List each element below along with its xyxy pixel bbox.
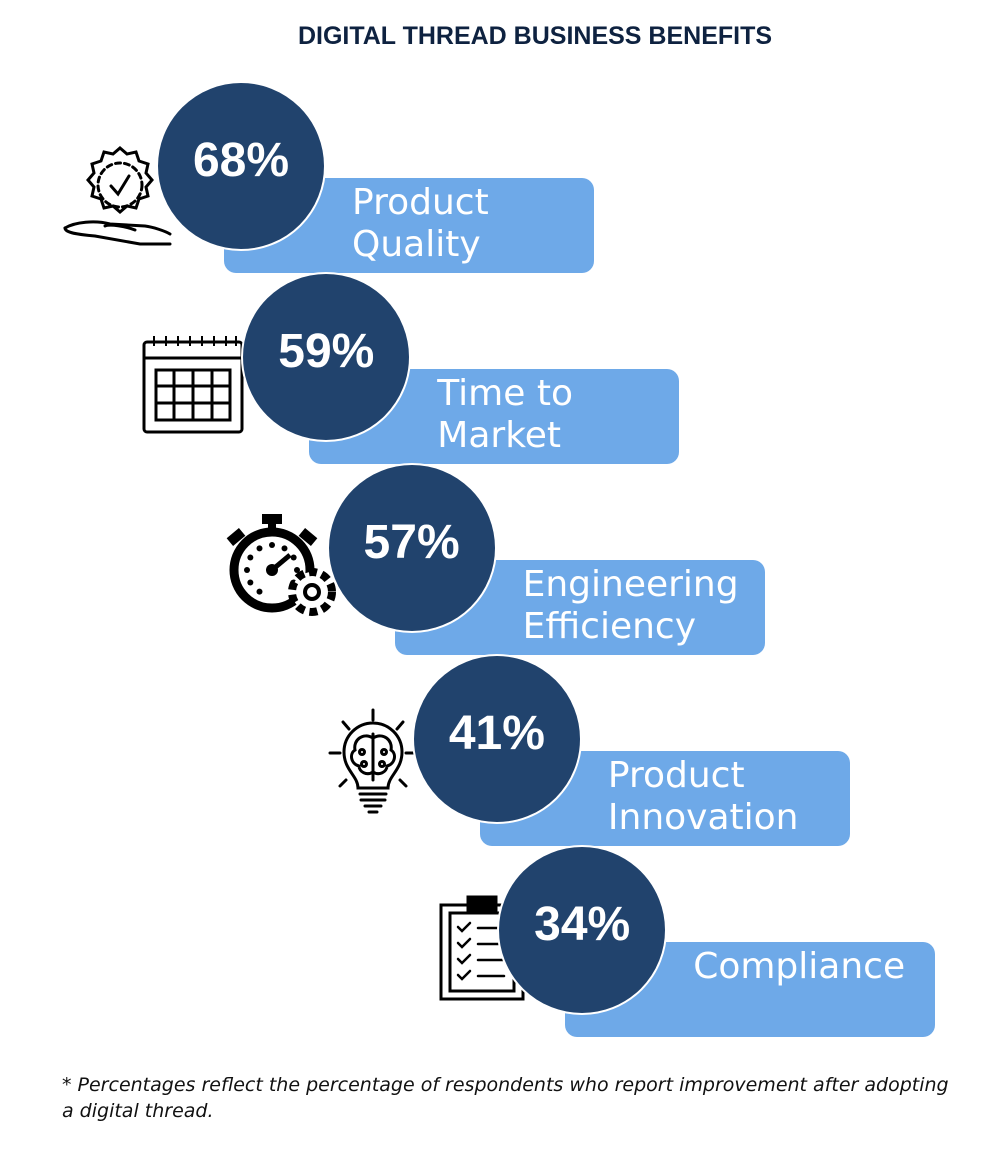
- percentage-value: 59%: [278, 324, 375, 378]
- percentage-circle: 34%: [497, 845, 668, 1015]
- percentage-circle: 57%: [326, 463, 497, 633]
- percentage-value: 57%: [363, 515, 460, 569]
- benefit-label: Time to Market: [437, 373, 573, 456]
- lightbulb-brain-icon: [328, 708, 418, 823]
- benefit-label: Product Innovation: [607, 755, 799, 838]
- benefit-label: Engineering Efficiency: [522, 564, 739, 647]
- percentage-circle: 68%: [156, 81, 326, 251]
- calendar-icon: [140, 332, 246, 441]
- benefit-label: Product Quality: [352, 182, 489, 265]
- percentage-value: 68%: [192, 133, 290, 187]
- benefit-label: Compliance: [693, 946, 906, 987]
- footnote: * Percentages reflect the percentage of …: [62, 1074, 949, 1122]
- quality-badge-hand-icon: [60, 140, 180, 255]
- percentage-circle: 41%: [411, 654, 582, 824]
- percentage-value: 41%: [448, 706, 545, 760]
- stopwatch-gear-icon: [222, 510, 342, 625]
- percentage-circle: 59%: [241, 272, 412, 442]
- percentage-value: 34%: [534, 897, 631, 951]
- page-title: DIGITAL THREAD BUSINESS BENEFITS: [297, 22, 773, 50]
